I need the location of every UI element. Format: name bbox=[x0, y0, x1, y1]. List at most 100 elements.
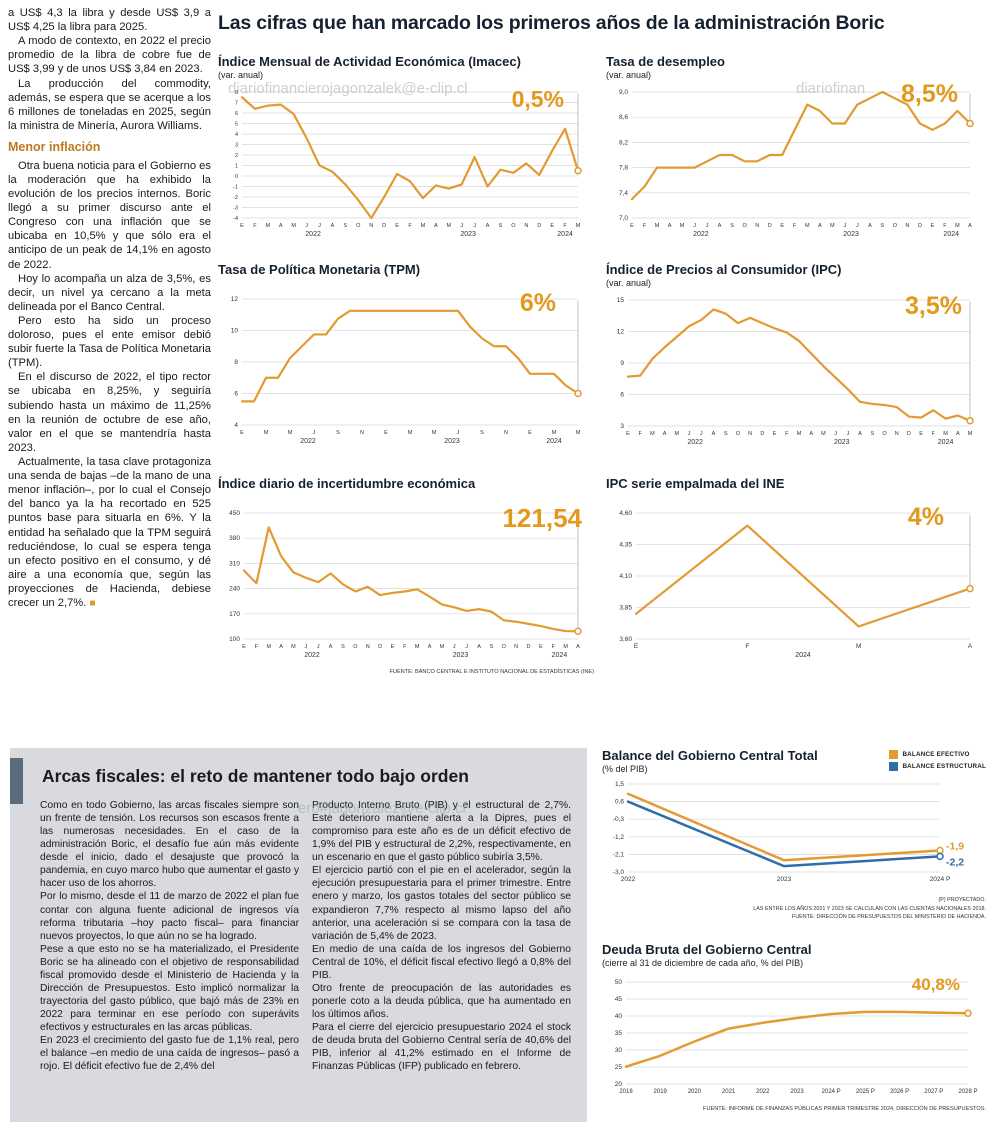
svg-text:J: J bbox=[317, 644, 320, 650]
arcas-column-1: Como en todo Gobierno, las arcas fiscale… bbox=[40, 799, 299, 1073]
arcas-paragraph: El ejercicio partió con el pie en el ace… bbox=[312, 865, 571, 942]
svg-text:2024: 2024 bbox=[557, 231, 573, 238]
svg-text:1: 1 bbox=[235, 164, 238, 170]
svg-text:2021: 2021 bbox=[722, 1089, 736, 1095]
svg-text:J: J bbox=[318, 223, 321, 229]
svg-text:4: 4 bbox=[235, 132, 238, 138]
svg-text:A: A bbox=[486, 223, 490, 229]
svg-text:M: M bbox=[291, 644, 296, 650]
svg-text:M: M bbox=[421, 223, 426, 229]
svg-text:M: M bbox=[440, 644, 445, 650]
chart-subtitle: (var. anual) bbox=[606, 278, 652, 288]
highlight-value: 6% bbox=[519, 289, 556, 317]
chart-title: Tasa de Política Monetaria (TPM) bbox=[218, 262, 421, 277]
svg-text:A: A bbox=[434, 223, 438, 229]
svg-text:E: E bbox=[773, 431, 777, 437]
chart-notes: (P) PROYECTADO. LAS ENTRE LOS AÑOS 2021 … bbox=[602, 896, 986, 922]
ipc-empalmada-line-chart: 4,60 4,35 4,10 3,85 3,60E F M A 2024 bbox=[619, 510, 974, 659]
svg-text:12: 12 bbox=[231, 296, 239, 303]
svg-text:J: J bbox=[305, 223, 308, 229]
svg-text:A: A bbox=[718, 223, 722, 229]
svg-text:S: S bbox=[499, 223, 503, 229]
svg-text:E: E bbox=[240, 223, 244, 229]
svg-text:4: 4 bbox=[234, 422, 238, 429]
svg-text:2026 P: 2026 P bbox=[890, 1089, 909, 1095]
svg-text:S: S bbox=[490, 644, 494, 650]
svg-text:J: J bbox=[846, 431, 849, 437]
svg-text:N: N bbox=[748, 431, 752, 437]
svg-text:M: M bbox=[552, 430, 557, 436]
arcas-fiscales-section: Arcas fiscales: el reto de mantener todo… bbox=[10, 748, 587, 1122]
svg-text:M: M bbox=[266, 223, 271, 229]
svg-text:100: 100 bbox=[229, 636, 240, 643]
svg-text:N: N bbox=[905, 223, 909, 229]
chart-title: Tasa de desempleo bbox=[606, 54, 725, 69]
svg-text:3: 3 bbox=[235, 143, 238, 149]
svg-text:J: J bbox=[473, 223, 476, 229]
svg-text:2025 P: 2025 P bbox=[856, 1089, 875, 1095]
svg-text:2023: 2023 bbox=[834, 439, 850, 446]
svg-text:F: F bbox=[253, 223, 257, 229]
chart-note: LAS ENTRE LOS AÑOS 2021 Y 2023 SE CALCUL… bbox=[753, 905, 986, 912]
svg-text:A: A bbox=[329, 644, 333, 650]
svg-text:A: A bbox=[956, 431, 960, 437]
svg-text:0: 0 bbox=[235, 174, 238, 180]
svg-text:M: M bbox=[968, 431, 973, 437]
svg-text:A: A bbox=[576, 644, 580, 650]
svg-text:2024: 2024 bbox=[546, 438, 562, 445]
svg-text:A: A bbox=[818, 223, 822, 229]
svg-text:J: J bbox=[453, 644, 456, 650]
svg-text:F: F bbox=[639, 431, 643, 437]
svg-text:J: J bbox=[465, 644, 468, 650]
svg-text:S: S bbox=[724, 431, 728, 437]
svg-text:S: S bbox=[870, 431, 874, 437]
svg-text:M: M bbox=[408, 430, 413, 436]
svg-text:E: E bbox=[634, 643, 639, 650]
svg-text:450: 450 bbox=[229, 510, 240, 517]
svg-text:O: O bbox=[893, 223, 898, 229]
svg-text:35: 35 bbox=[615, 1030, 623, 1037]
svg-text:2: 2 bbox=[235, 153, 238, 159]
svg-text:2022: 2022 bbox=[300, 438, 316, 445]
chart-title: Índice de Precios al Consumidor (IPC) bbox=[606, 262, 842, 277]
svg-text:2024: 2024 bbox=[552, 652, 568, 659]
svg-text:2023: 2023 bbox=[790, 1089, 804, 1095]
svg-text:3: 3 bbox=[620, 423, 624, 430]
svg-text:F: F bbox=[785, 431, 789, 437]
svg-text:2022: 2022 bbox=[693, 231, 709, 238]
svg-text:O: O bbox=[743, 223, 748, 229]
svg-text:-0,3: -0,3 bbox=[613, 816, 625, 823]
svg-text:2024 P: 2024 P bbox=[822, 1089, 841, 1095]
svg-text:2024: 2024 bbox=[795, 652, 811, 659]
svg-text:A: A bbox=[712, 431, 716, 437]
svg-text:2023: 2023 bbox=[453, 652, 469, 659]
article-paragraph: En el discurso de 2022, el tipo rector s… bbox=[8, 371, 211, 454]
svg-text:M: M bbox=[805, 223, 810, 229]
chart-title: Deuda Bruta del Gobierno Central bbox=[602, 942, 812, 957]
legend-label: BALANCE EFECTIVO bbox=[902, 751, 970, 758]
svg-text:A: A bbox=[331, 223, 335, 229]
svg-text:-3: -3 bbox=[233, 206, 238, 212]
svg-text:2023: 2023 bbox=[843, 231, 859, 238]
chart-subtitle: (var. anual) bbox=[606, 70, 652, 80]
chart-panel-tpm: Tasa de Política Monetaria (TPM) 6% 12 10… bbox=[218, 262, 594, 454]
svg-text:E: E bbox=[919, 431, 923, 437]
svg-text:F: F bbox=[563, 223, 567, 229]
svg-text:2023: 2023 bbox=[777, 876, 792, 883]
svg-text:12: 12 bbox=[617, 329, 625, 336]
article-paragraph: Otra buena noticia para el Gobierno es l… bbox=[8, 159, 211, 271]
end-mark: ■ bbox=[89, 598, 96, 610]
chart-panel-desempleo: Tasa de desempleo (var. anual) 8,5% 9,0 8… bbox=[606, 54, 984, 247]
article-paragraph: A modo de contexto, en 2022 el precio pr… bbox=[8, 35, 211, 76]
svg-text:25: 25 bbox=[615, 1064, 623, 1071]
svg-text:E: E bbox=[240, 430, 244, 436]
svg-text:O: O bbox=[502, 644, 507, 650]
svg-text:J: J bbox=[843, 223, 846, 229]
svg-text:N: N bbox=[504, 430, 508, 436]
article-paragraph: Pero esto ha sido un proceso doloroso, p… bbox=[8, 314, 211, 370]
svg-text:A: A bbox=[279, 644, 283, 650]
chart-panel-imacec: Índice Mensual de Actividad Económica (I… bbox=[218, 54, 594, 247]
